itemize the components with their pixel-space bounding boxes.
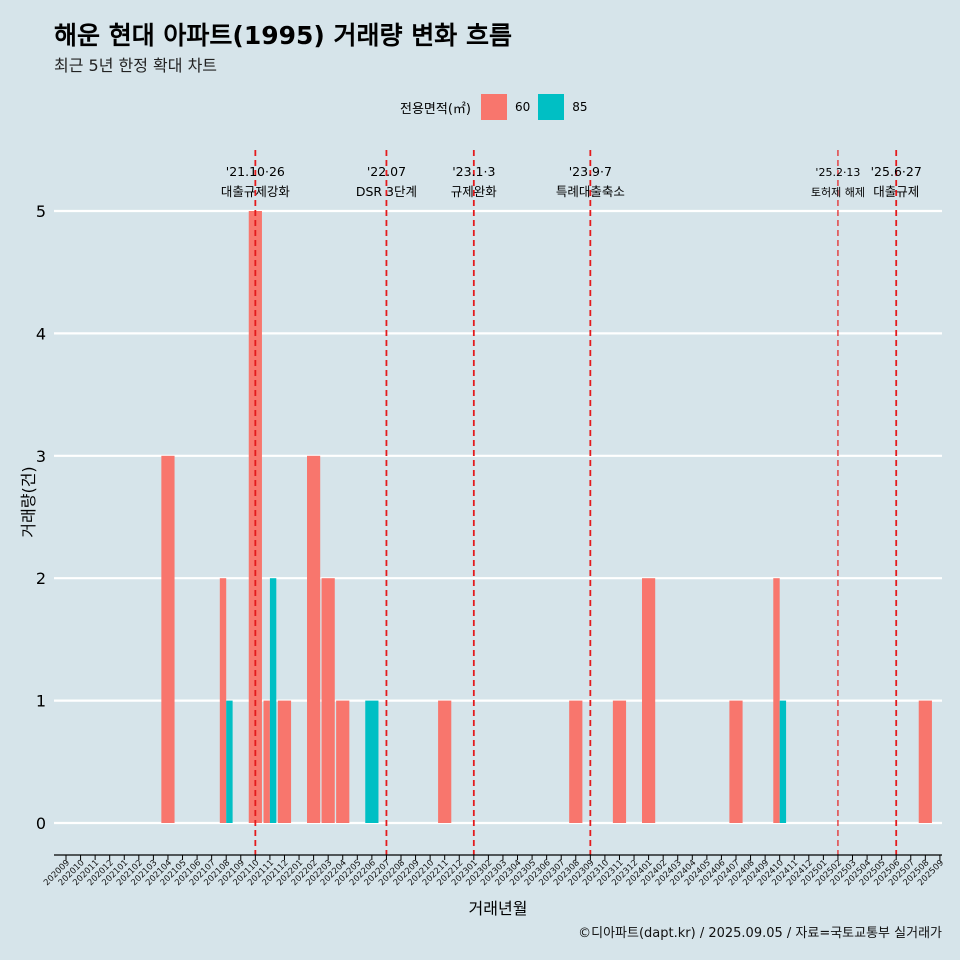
bar-60-202308: [569, 700, 583, 823]
bar-60-202203: [321, 578, 335, 823]
event-date-202506: '25.6·27: [871, 164, 922, 179]
bar-60-202410: [773, 578, 780, 823]
y-tick-label-3: 3: [36, 447, 46, 466]
annotation-layer: '21.10·26 대출규제강화 '22.07 DSR 3단계 '23.1·3 규제완화 '…: [221, 150, 922, 855]
event-label-202502: 토허제 해제: [811, 185, 865, 199]
y-tick-label-1: 1: [36, 692, 46, 711]
event-label-202207: DSR 3단계: [356, 184, 417, 199]
bar-60-202110: [248, 211, 262, 823]
bar-85-202111: [269, 578, 277, 823]
event-label-202301: 규제완화: [451, 184, 498, 199]
chart-title: 해운 현대 아파트(1995) 거래량 변화 흐름: [54, 21, 512, 50]
x-axis-title: 거래년월: [469, 899, 528, 918]
bar-layer: [161, 211, 932, 823]
y-tick-label-4: 4: [36, 324, 46, 343]
bar-85-202206: [365, 700, 379, 823]
bar-60-202311: [612, 700, 627, 823]
bar-60-202401: [642, 578, 656, 823]
event-date-202502: '25.2·13: [815, 166, 860, 179]
event-label-202110: 대출규제강화: [221, 184, 291, 199]
legend-item-85: 85: [538, 94, 588, 120]
y-axis-title: 거래량(건): [19, 466, 38, 537]
legend-label-85: 85: [572, 100, 588, 114]
event-label-202309: 특례대출축소: [556, 184, 625, 199]
legend-item-60: 60: [480, 94, 531, 120]
legend-swatch-85: [538, 94, 565, 120]
y-tick-label-2: 2: [36, 569, 46, 588]
event-date-202301: '23.1·3: [452, 164, 495, 179]
legend-label-60: 60: [514, 100, 531, 114]
caption: ©디아파트(dapt.kr) / 2025.09.05 / 자료=국토교통부 실…: [578, 926, 942, 941]
bar-60-202211: [438, 700, 452, 823]
bar-60-202112: [277, 700, 292, 823]
bar-60-202111: [263, 700, 270, 823]
chart-subtitle: 최근 5년 한정 확대 차트: [54, 56, 218, 75]
bar-60-202204: [336, 700, 350, 823]
y-tick-label-0: 0: [36, 814, 46, 833]
bar-85-202108: [226, 700, 233, 823]
event-date-202110: '21.10·26: [226, 164, 285, 179]
y-tick-label-5: 5: [36, 202, 46, 221]
event-label-202506: 대출규제: [873, 184, 919, 199]
bar-60-202407: [729, 700, 743, 823]
legend: 전용면적(㎡) 60 85: [400, 93, 596, 121]
legend-title: 전용면적(㎡): [400, 101, 471, 117]
bar-60-202202: [307, 455, 321, 823]
event-date-202309: '23.9·7: [569, 164, 612, 179]
grid-layer: [54, 209, 942, 825]
bar-60-202108: [219, 578, 227, 823]
legend-swatch-60: [480, 94, 507, 120]
axis-layer: 0123452020092020102020112020122021012021…: [19, 202, 946, 918]
bar-85-202410: [779, 700, 787, 823]
bar-60-202104: [161, 455, 175, 823]
event-date-202207: '22.07: [367, 164, 406, 179]
bar-60-202508: [918, 700, 932, 823]
